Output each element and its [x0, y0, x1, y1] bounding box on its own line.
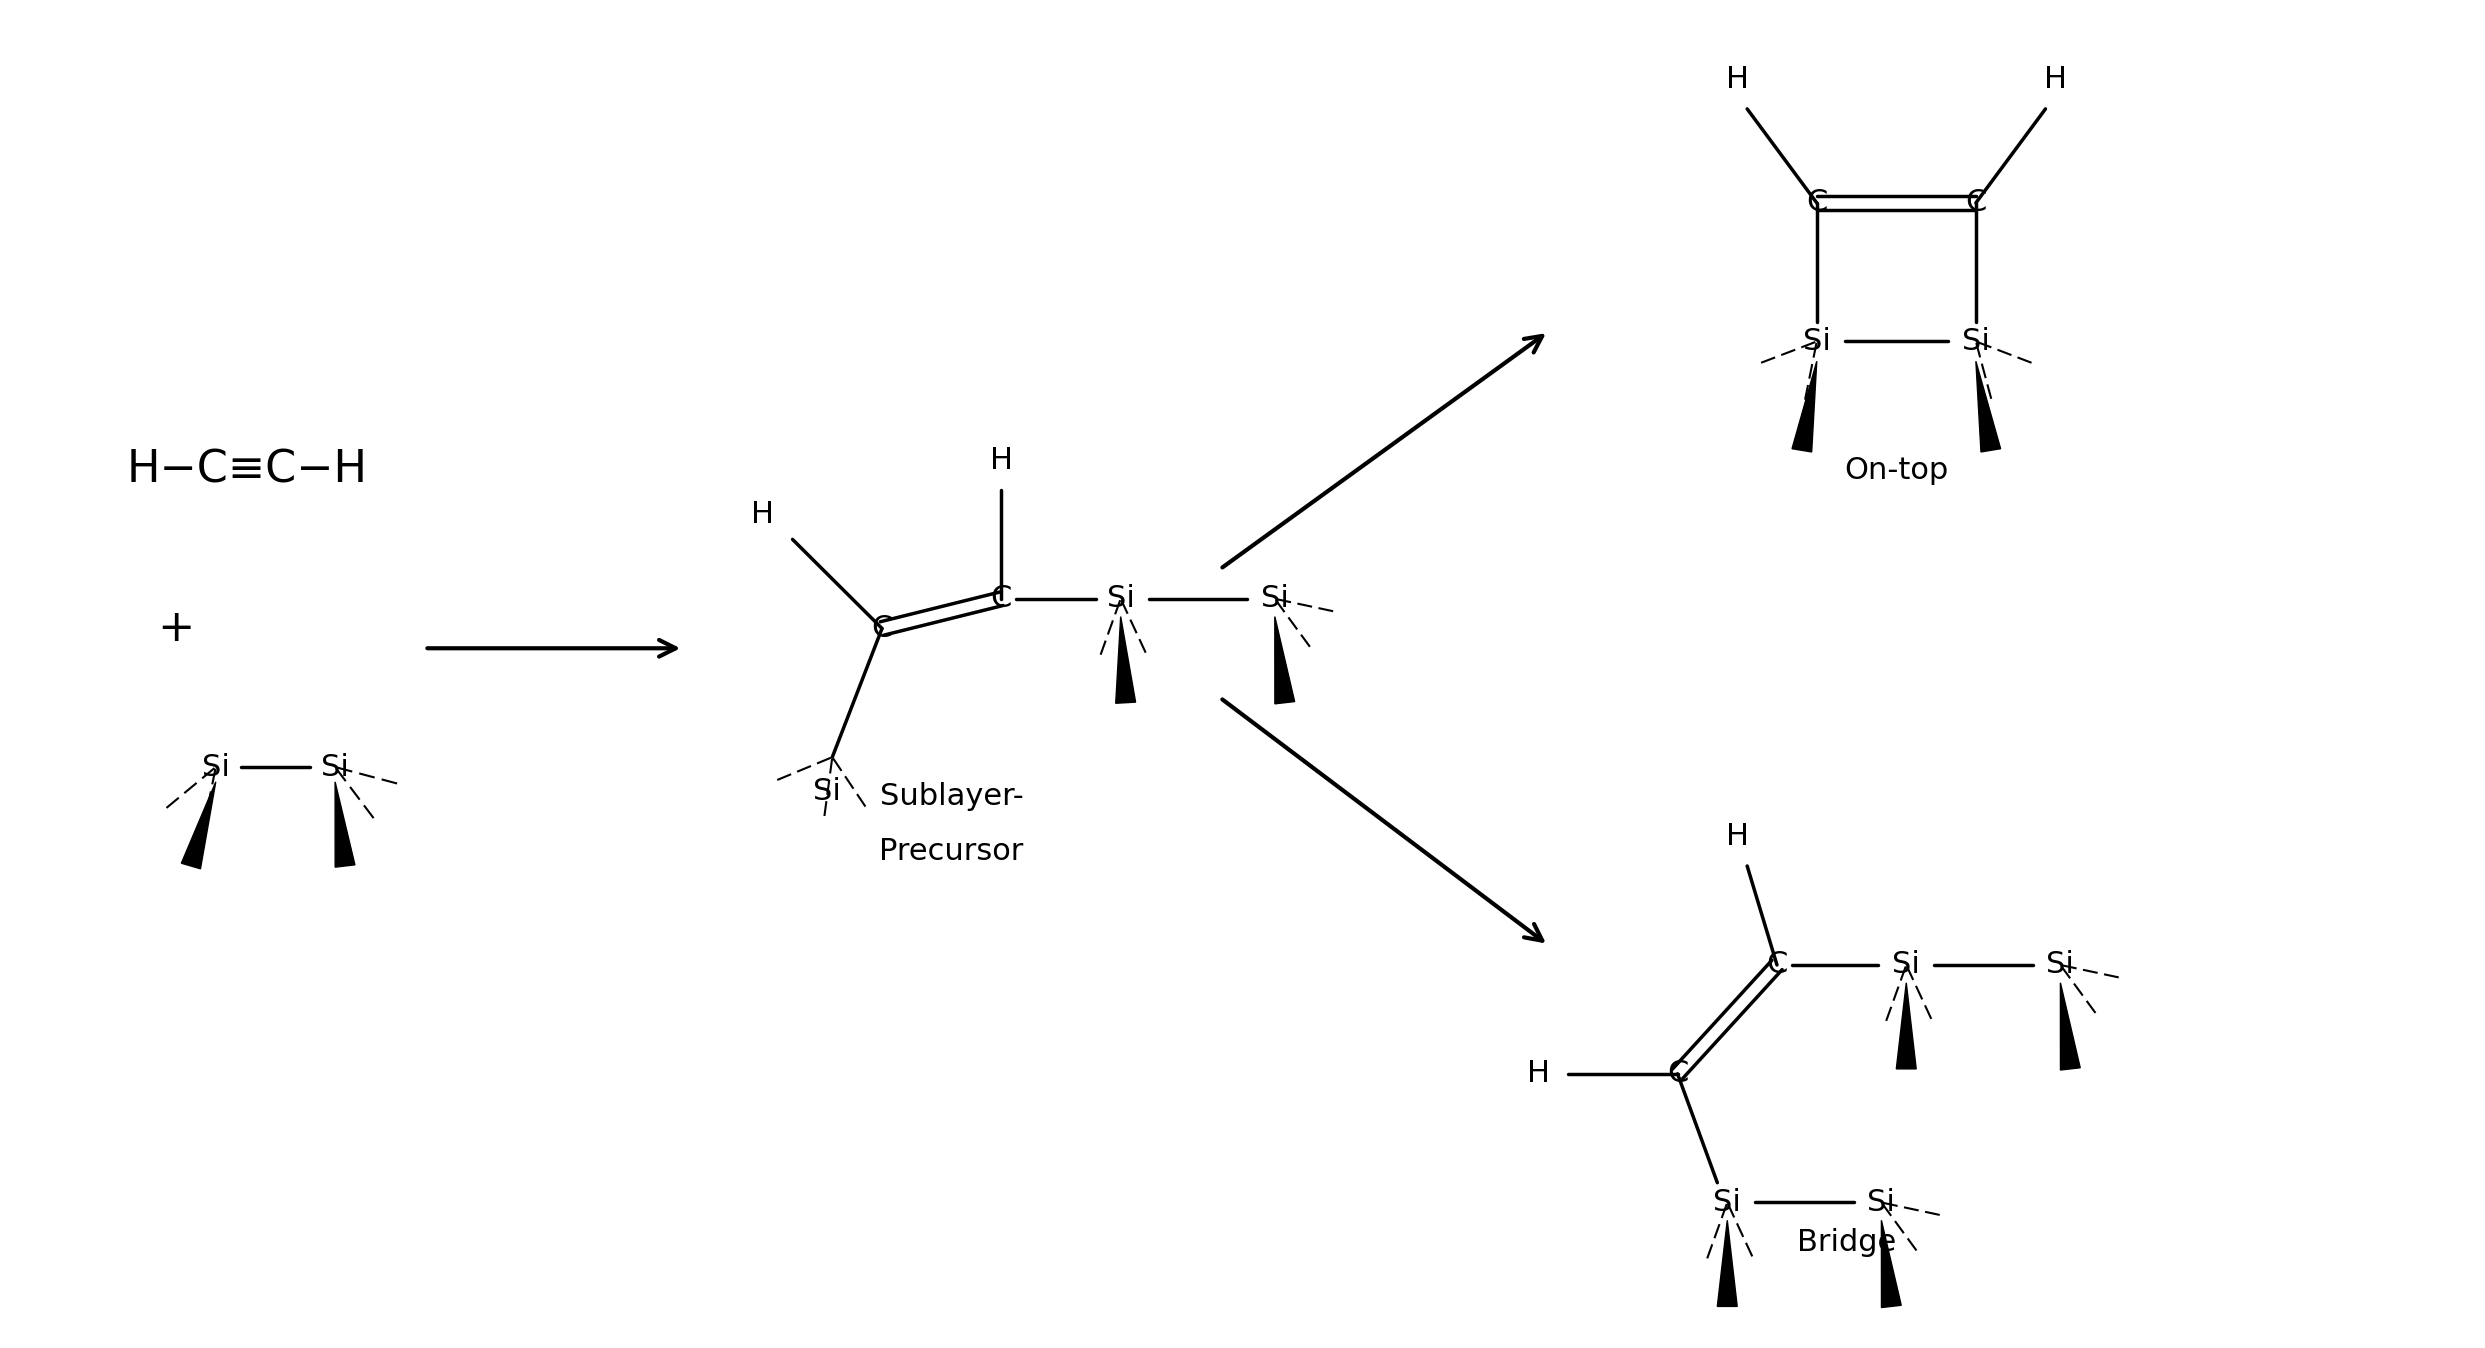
Text: C: C: [1807, 189, 1826, 217]
Polygon shape: [2060, 983, 2080, 1070]
Text: H: H: [2045, 65, 2068, 94]
Text: C: C: [1767, 950, 1787, 980]
Text: H: H: [1526, 1060, 1551, 1088]
Text: H: H: [1725, 65, 1749, 94]
Text: Si: Si: [1260, 584, 1290, 613]
Text: H: H: [989, 446, 1014, 474]
Polygon shape: [1717, 1220, 1737, 1306]
Text: Si: Si: [1106, 584, 1136, 613]
Text: Si: Si: [2048, 950, 2075, 980]
Text: C: C: [872, 613, 892, 643]
Text: Precursor: Precursor: [880, 837, 1024, 865]
Polygon shape: [1792, 361, 1817, 452]
Text: Si: Si: [1802, 328, 1831, 356]
Polygon shape: [181, 782, 216, 869]
Text: H: H: [1725, 822, 1749, 851]
Text: C: C: [992, 584, 1011, 613]
Text: Si: Si: [1866, 1188, 1896, 1217]
Polygon shape: [1275, 616, 1295, 704]
Text: On-top: On-top: [1844, 456, 1948, 485]
Text: Si: Si: [1963, 328, 1990, 356]
Text: Si: Si: [813, 778, 842, 806]
Text: H: H: [750, 500, 775, 530]
Text: C: C: [1667, 1060, 1687, 1088]
Text: H−C≡C−H: H−C≡C−H: [127, 449, 368, 492]
Text: +: +: [157, 607, 194, 650]
Polygon shape: [1976, 361, 2000, 452]
Text: Si: Si: [321, 752, 348, 782]
Polygon shape: [335, 782, 355, 867]
Text: Bridge: Bridge: [1797, 1228, 1896, 1256]
Text: Si: Si: [201, 752, 229, 782]
Text: C: C: [1966, 189, 1986, 217]
Text: Si: Si: [1712, 1188, 1742, 1217]
Polygon shape: [1116, 616, 1136, 704]
Text: Si: Si: [1894, 950, 1921, 980]
Polygon shape: [1881, 1220, 1901, 1308]
Text: Sublayer-: Sublayer-: [880, 782, 1024, 811]
Polygon shape: [1896, 983, 1916, 1069]
